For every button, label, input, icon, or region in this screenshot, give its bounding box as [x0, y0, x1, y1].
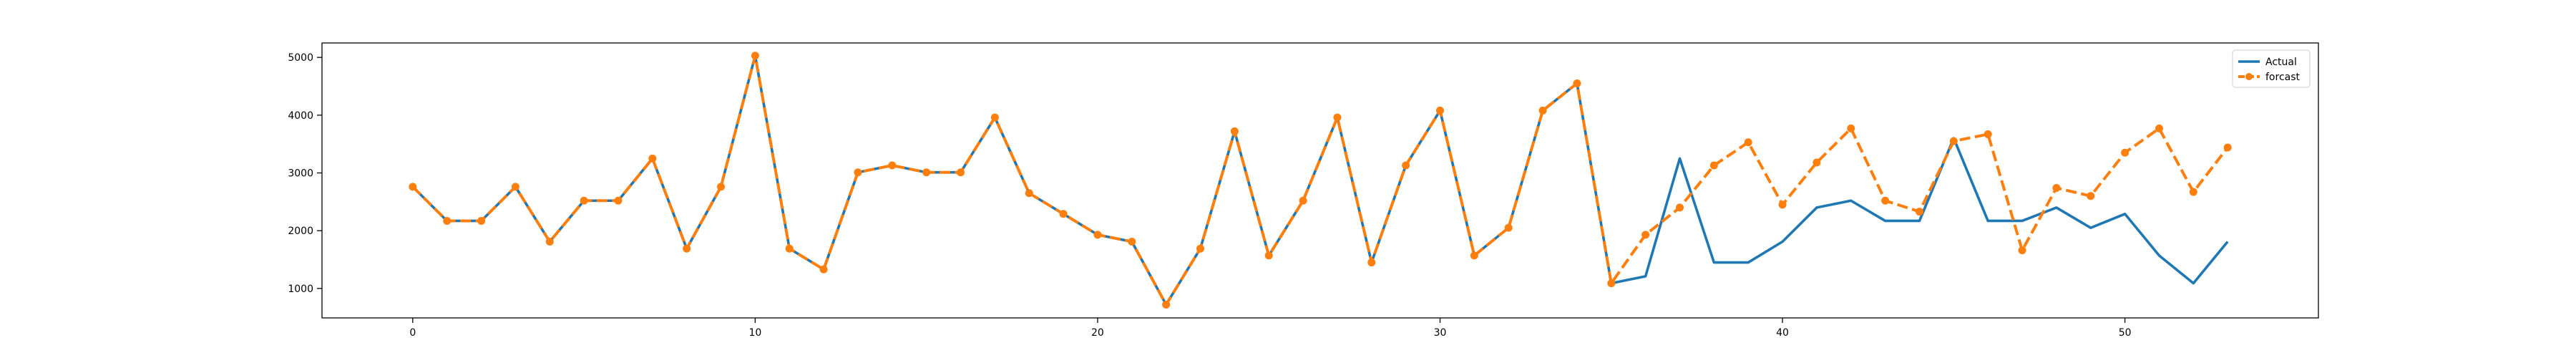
data-point-forcast	[1709, 161, 1718, 170]
x-tick-label: 0	[409, 327, 416, 339]
data-point-forcast	[1504, 223, 1513, 232]
data-point-forcast	[1128, 238, 1136, 246]
data-point-forcast	[1230, 127, 1239, 135]
data-point-forcast	[2087, 192, 2095, 200]
data-point-forcast	[922, 168, 931, 177]
y-tick-label: 4000	[288, 110, 313, 122]
data-point-forcast	[2052, 183, 2061, 192]
data-point-forcast	[683, 244, 691, 253]
data-point-forcast	[614, 196, 623, 205]
data-point-forcast	[2189, 188, 2197, 196]
data-point-forcast	[545, 238, 554, 246]
data-point-forcast	[1059, 210, 1068, 218]
data-point-forcast	[717, 183, 726, 191]
data-point-forcast	[477, 216, 486, 225]
data-point-forcast	[1573, 79, 1581, 87]
data-point-forcast	[819, 265, 828, 274]
series-line-forcast	[411, 54, 2229, 306]
legend-label-forcast: forcast	[2265, 72, 2301, 83]
data-point-forcast	[1847, 124, 1855, 132]
legend-marker-forcast	[2245, 73, 2253, 80]
axes-frame	[321, 42, 2319, 319]
data-point-forcast	[1333, 113, 1342, 122]
data-point-forcast	[1778, 200, 1787, 209]
data-point-forcast	[751, 52, 759, 60]
data-point-forcast	[648, 154, 657, 163]
data-point-forcast	[1025, 189, 1033, 198]
y-tick-label: 1000	[288, 284, 313, 295]
data-point-forcast	[1435, 106, 1444, 115]
data-point-forcast	[443, 216, 452, 225]
legend-label-actual: Actual	[2265, 57, 2297, 68]
data-point-forcast	[2121, 148, 2129, 157]
data-point-forcast	[1162, 300, 1171, 309]
data-point-forcast	[854, 168, 862, 177]
data-point-forcast	[1607, 279, 1616, 288]
data-point-forcast	[1367, 258, 1376, 267]
data-point-forcast	[1813, 158, 1821, 167]
x-tick-label: 50	[2119, 327, 2132, 339]
data-point-forcast	[1093, 231, 1102, 239]
data-point-forcast	[1641, 231, 1650, 239]
y-tick-label: 2000	[288, 226, 313, 237]
data-point-forcast	[1538, 106, 1547, 115]
data-point-forcast	[1675, 203, 1684, 212]
data-point-forcast	[1196, 244, 1205, 253]
data-point-forcast	[580, 196, 588, 205]
data-point-forcast	[2223, 143, 2232, 152]
data-point-forcast	[1299, 196, 1307, 205]
data-point-forcast	[1744, 138, 1752, 147]
data-point-forcast	[409, 183, 417, 191]
x-tick-label: 10	[748, 327, 761, 339]
data-point-forcast	[1881, 196, 1890, 205]
x-tick-label: 30	[1434, 327, 1447, 339]
data-point-forcast	[888, 161, 897, 170]
data-point-forcast	[511, 183, 519, 191]
data-point-forcast	[1915, 208, 1923, 216]
data-point-forcast	[1984, 130, 1992, 138]
data-point-forcast	[2155, 124, 2163, 132]
data-point-forcast	[1949, 137, 1958, 145]
x-tick-label: 40	[1776, 327, 1789, 339]
data-point-forcast	[2018, 246, 2026, 255]
data-point-forcast	[1402, 161, 1410, 170]
y-tick-label: 5000	[288, 52, 313, 64]
x-tick-label: 20	[1091, 327, 1104, 339]
plot-layer: 0 10 20 30 40 50 1000 2000 3000 4000 5000 Actual for…	[288, 42, 2319, 339]
y-tick-label: 3000	[288, 168, 313, 180]
data-point-forcast	[957, 168, 965, 177]
data-point-forcast	[990, 113, 999, 122]
data-point-forcast	[785, 244, 794, 253]
data-point-forcast	[1264, 251, 1273, 260]
data-point-forcast	[1470, 251, 1478, 260]
